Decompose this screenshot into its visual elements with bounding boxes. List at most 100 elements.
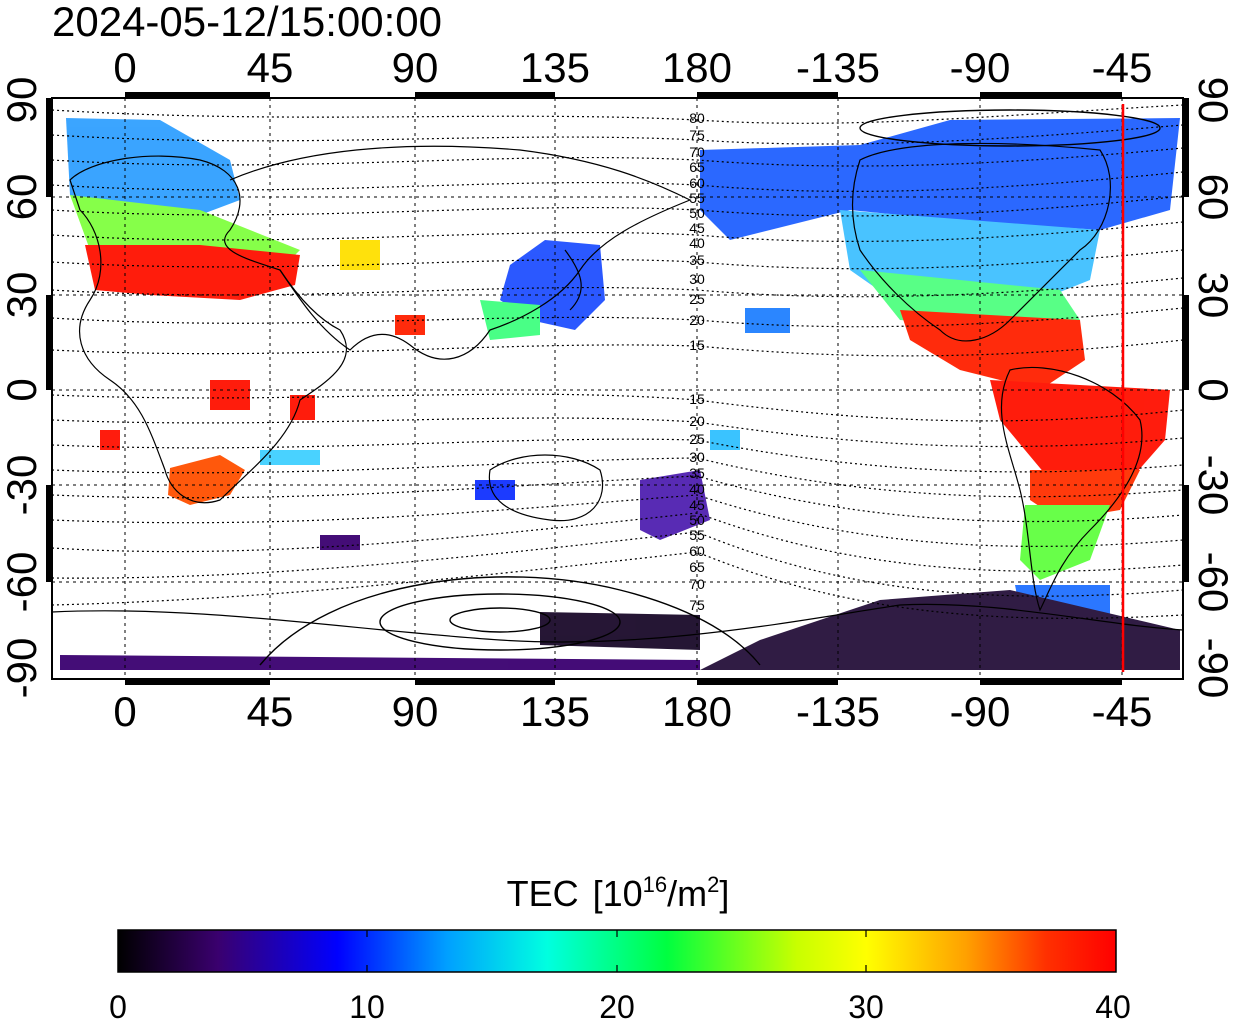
coast-south-america (1000, 366, 1143, 612)
axis-segment-bars (46, 92, 1189, 685)
contour-label: 45 (689, 497, 705, 513)
bottom-longitude-labels: 0 45 90 135 180 -135 -90 -45 (113, 688, 1152, 735)
contour-label: 70 (689, 576, 705, 592)
coastlines (52, 142, 1183, 643)
tec-region-antarctica-east (540, 612, 700, 650)
contour-label: 25 (689, 291, 705, 307)
lat-tick-label: 0 (1190, 378, 1235, 401)
lon-tick-label: -135 (796, 44, 880, 91)
left-latitude-labels: 90 60 30 0 -30 -60 -90 (0, 77, 45, 699)
lon-tick-label: 45 (247, 44, 294, 91)
lon-tick-label: -45 (1092, 44, 1153, 91)
tec-patch (745, 308, 790, 333)
lon-tick-label: 180 (662, 44, 732, 91)
tec-region-antarctica-west (700, 590, 1180, 670)
tec-region-south-africa (168, 455, 245, 505)
contour-label: 65 (689, 159, 705, 175)
colorbar-tick-label: 10 (349, 989, 385, 1021)
tec-patch (100, 430, 120, 450)
lon-tick-label: 90 (392, 688, 439, 735)
tec-patch (210, 380, 250, 410)
contour-label: 60 (689, 543, 705, 559)
contour-label: 75 (689, 127, 705, 143)
coast-north-america (851, 142, 1111, 342)
polar-contours (259, 109, 1161, 666)
tec-patch (475, 480, 515, 500)
lon-tick-label: -135 (796, 688, 880, 735)
contour-label: 80 (689, 110, 705, 126)
contour-label: 60 (689, 175, 705, 191)
tec-region-north-america-north (700, 118, 1180, 240)
lat-tick-label: -60 (0, 552, 45, 613)
colorbar-tick-label: 30 (848, 989, 884, 1021)
tec-patch (340, 240, 380, 270)
contour-label: 50 (689, 205, 705, 221)
lon-tick-label: 0 (113, 688, 136, 735)
lat-tick-label: -30 (0, 455, 45, 516)
contour-label: 65 (689, 559, 705, 575)
coast-japan (564, 249, 582, 311)
tec-region-south-america-north (990, 380, 1170, 480)
contour-label: 40 (689, 235, 705, 251)
contour-label: 45 (689, 220, 705, 236)
lat-tick-label: -90 (1190, 638, 1235, 699)
tec-region-europe-mid (70, 195, 300, 260)
lon-tick-label: 45 (247, 688, 294, 735)
colorbar-ticks (366, 930, 867, 972)
contour-label: 55 (689, 190, 705, 206)
contour-label: 75 (689, 597, 705, 613)
lon-tick-label: 135 (520, 688, 590, 735)
colorbar-tick-label: 20 (599, 989, 635, 1021)
lat-tick-label: 0 (0, 378, 45, 401)
contour-label: 15 (689, 337, 705, 353)
tec-region-europe-south (85, 245, 300, 300)
lon-tick-label: 135 (520, 44, 590, 91)
contour-label: 50 (689, 512, 705, 528)
contour-label: 20 (689, 413, 705, 429)
lat-tick-label: 60 (1190, 174, 1235, 221)
contour-label: 20 (689, 312, 705, 328)
lat-tick-label: 90 (1190, 77, 1235, 124)
lat-tick-label: 90 (0, 77, 45, 124)
colorbar: TEC [1016/m2] 0 10 20 30 40 (109, 872, 1131, 1021)
coast-europe-africa (69, 155, 347, 504)
lon-tick-label: 90 (392, 44, 439, 91)
lat-tick-label: -60 (1190, 552, 1235, 613)
magnetic-latitude-contours (52, 104, 1183, 619)
right-latitude-labels: 90 60 30 0 -30 -60 -90 (1190, 77, 1235, 699)
coast-australia (488, 454, 604, 522)
lat-tick-label: 60 (0, 174, 45, 221)
contour-label: 25 (689, 431, 705, 447)
timestamp-title: 2024-05-12/15:00:00 (52, 0, 442, 45)
tec-region-central-america (900, 310, 1085, 390)
tec-patch (395, 315, 425, 335)
contour-label: 30 (689, 449, 705, 465)
colorbar-title: TEC [1016/m2] (507, 872, 730, 914)
contour-label: 40 (689, 481, 705, 497)
tec-data-layer (60, 118, 1180, 670)
tec-region-europe-north (66, 118, 240, 215)
tec-region-nz (640, 470, 710, 540)
lat-tick-label: 30 (0, 272, 45, 319)
contour-labels-north: 80 75 70 65 60 55 50 45 40 35 30 25 20 1… (689, 110, 705, 353)
lon-tick-label: -90 (950, 688, 1011, 735)
top-longitude-labels: 0 45 90 135 180 -135 -90 -45 (113, 44, 1152, 91)
contour-labels-south: 15 20 25 30 35 40 45 50 55 60 65 70 75 (689, 391, 705, 613)
contour-label: 70 (689, 144, 705, 160)
lat-tick-label: -30 (1190, 455, 1235, 516)
tec-patch (710, 430, 740, 450)
contour-label: 35 (689, 465, 705, 481)
coast-antarctica (52, 603, 1183, 643)
lat-tick-label: 30 (1190, 272, 1235, 319)
lat-tick-label: -90 (0, 638, 45, 699)
map-panel: 80 75 70 65 60 55 50 45 40 35 30 25 20 1… (46, 92, 1189, 685)
contour-label: 35 (689, 252, 705, 268)
tec-region-south-china (480, 300, 540, 340)
lon-tick-label: -45 (1092, 688, 1153, 735)
contour-label: 30 (689, 271, 705, 287)
contour-label: 55 (689, 527, 705, 543)
tec-patch (320, 535, 360, 550)
colorbar-tick-label: 0 (109, 989, 127, 1021)
contour-label: 15 (689, 391, 705, 407)
coast-asia (229, 145, 692, 360)
